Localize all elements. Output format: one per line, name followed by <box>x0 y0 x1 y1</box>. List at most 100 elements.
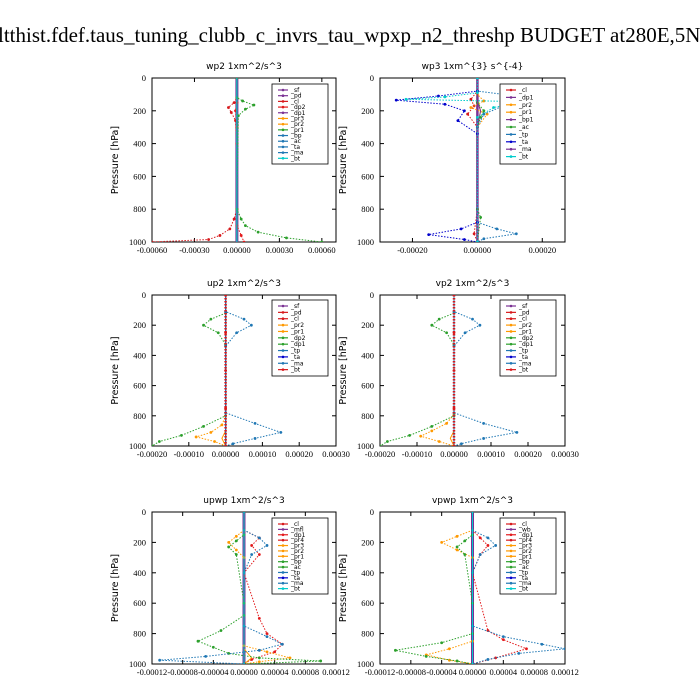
data-point <box>252 103 256 107</box>
data-point <box>501 638 505 642</box>
y-tick-label: 400 <box>133 350 146 360</box>
legend-label: _bt <box>518 367 529 374</box>
data-point <box>220 423 224 427</box>
legend-label: _dp2 <box>290 335 306 342</box>
data-point <box>404 97 408 101</box>
legend-label: _pr3 <box>290 115 304 122</box>
y-tick-label: 1000 <box>357 237 374 247</box>
data-point <box>244 107 247 111</box>
legend-label: _ma <box>518 146 532 153</box>
legend-label: _ac <box>290 564 301 571</box>
data-point <box>443 95 447 99</box>
data-point <box>224 331 228 335</box>
chart-panel-2: wp3 1xm^{3} s^{-4} Pressure [hPa] 0 200 400 6… <box>338 62 566 255</box>
data-point <box>227 541 231 544</box>
legend-marker <box>281 355 285 359</box>
panel-title: wp3 1xm^{3} s^{-4} <box>422 62 524 72</box>
y-tick-label: 600 <box>133 171 146 181</box>
legend-label: _pr1 <box>518 109 532 116</box>
legend-label: _bt <box>290 586 301 593</box>
data-point <box>232 101 236 104</box>
x-tick-label: 0.00000 <box>464 245 492 255</box>
legend-marker <box>281 368 285 371</box>
data-point <box>320 240 324 242</box>
data-point <box>514 232 518 236</box>
legend-label: _pr2 <box>290 548 304 555</box>
data-point <box>452 369 456 372</box>
legend-marker <box>281 122 285 126</box>
series-group <box>394 512 565 664</box>
data-point <box>219 629 223 632</box>
data-point <box>239 234 243 237</box>
data-point <box>234 548 238 552</box>
legend-marker <box>281 117 285 120</box>
data-point <box>479 115 483 119</box>
data-point <box>257 536 261 540</box>
y-tick-label: 800 <box>133 204 146 214</box>
legend-marker <box>509 533 513 537</box>
data-point <box>244 224 247 228</box>
y-axis-label: Pressure [hPa] <box>110 554 121 622</box>
data-point <box>224 369 228 372</box>
data-point <box>430 429 434 433</box>
y-tick-label: 200 <box>133 320 146 330</box>
x-tick-label: 0.00020 <box>285 449 313 459</box>
legend-marker <box>281 145 285 149</box>
data-point <box>482 437 485 440</box>
series-line-ta <box>396 78 478 242</box>
data-point <box>239 217 243 221</box>
legend-label: _cl <box>518 87 527 94</box>
series-group <box>158 512 323 664</box>
data-point <box>196 639 200 643</box>
y-tick-label: 400 <box>361 139 374 149</box>
legend-marker <box>281 571 285 574</box>
data-point <box>241 99 244 103</box>
data-point <box>452 331 456 335</box>
data-point <box>463 331 467 335</box>
panel-title: wp2 1xm^2/s^3 <box>206 62 282 72</box>
y-tick-label: 600 <box>133 381 146 391</box>
x-tick-label: -0.00004 <box>198 667 229 677</box>
y-tick-label: 200 <box>361 537 374 547</box>
data-point <box>515 431 519 434</box>
data-point <box>319 659 323 663</box>
legend-label: _bt <box>290 155 301 162</box>
x-tick-label: 0.00000 <box>459 667 487 677</box>
data-point <box>495 227 499 231</box>
chart-panel-3: up2 1xm^2/s^3 Pressure [hPa] 0 200 400 600 800… <box>110 279 350 459</box>
legend-marker <box>281 94 285 97</box>
data-point <box>494 544 498 547</box>
x-tick-label: -0.00010 <box>402 449 432 459</box>
data-point <box>478 323 482 327</box>
x-tick-label: 0.00030 <box>551 449 579 459</box>
legend-label: _dp1 <box>518 532 534 539</box>
series-line-tp <box>159 512 284 664</box>
series-group <box>380 295 519 446</box>
data-point <box>563 647 565 651</box>
legend-marker <box>281 538 285 542</box>
data-point <box>445 331 448 335</box>
data-point <box>430 424 434 428</box>
series-group <box>152 78 324 242</box>
legend-label: _tp <box>518 348 528 355</box>
plot-frame <box>151 294 337 447</box>
chart-panel-6: vpwp 1xm^2/s^3 Pressure [hPa] 0 200 400 600 80… <box>338 496 579 677</box>
legend-marker <box>281 317 285 321</box>
data-point <box>459 227 463 231</box>
panel-title: vpwp 1xm^2/s^3 <box>432 496 513 506</box>
data-point <box>253 437 257 440</box>
y-tick-label: 800 <box>361 629 374 639</box>
data-point <box>486 658 490 661</box>
y-tick-label: 800 <box>361 204 374 214</box>
data-point <box>479 216 483 219</box>
series-line-ac <box>476 78 485 242</box>
legend-label: _wb <box>518 526 531 533</box>
legend-marker <box>509 103 513 107</box>
legend: _sf_pd_cl_pr2_pr1_dp2_dp1_tp_ta_ma_bt <box>499 299 557 377</box>
data-point <box>419 434 423 438</box>
legend-label: _pd <box>518 309 530 316</box>
legend-label: _pr3 <box>518 543 532 550</box>
y-tick-label: 0 <box>370 290 374 300</box>
legend-marker <box>509 133 513 136</box>
